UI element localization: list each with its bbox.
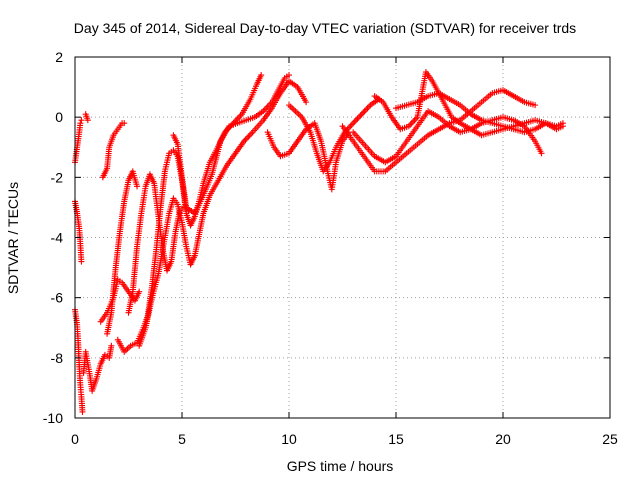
data-point [532, 102, 539, 109]
data-point [77, 120, 84, 127]
series-prn-d-early [82, 111, 91, 124]
data-layer [72, 69, 566, 415]
data-point [136, 288, 143, 295]
data-point [78, 258, 85, 265]
x-tick-label: 20 [495, 431, 511, 447]
series-prn-l-mid [170, 72, 292, 217]
series-prn-c-short [72, 117, 85, 166]
x-tick-label: 5 [178, 431, 186, 447]
series-prn-b-start [72, 198, 85, 265]
x-tick-label: 15 [388, 431, 404, 447]
x-tick-label: 0 [71, 431, 79, 447]
y-tick-label: -6 [51, 290, 64, 306]
data-point [286, 72, 292, 79]
data-point [108, 342, 115, 349]
data-point [559, 123, 566, 130]
data-point [121, 120, 128, 127]
series-prn-n-mid [286, 96, 382, 175]
data-point [258, 72, 265, 79]
x-tick-label: 25 [602, 431, 618, 447]
data-point [79, 408, 86, 415]
y-tick-label: -4 [51, 230, 64, 246]
series-prn-m-mid [264, 120, 352, 193]
tick-layer: 0 5 10 15 20 25 -10 -8 -6 -4 -2 0 2 [43, 49, 618, 447]
y-tick-label: -8 [51, 350, 64, 366]
data-point [84, 117, 91, 124]
data-point [303, 99, 310, 106]
series-prn-j-rise [136, 78, 310, 349]
y-tick-label: -2 [51, 169, 64, 185]
series-prn-k-dip [125, 171, 192, 316]
y-axis-title: SDTVAR / TECUs [5, 182, 21, 294]
data-point [78, 117, 85, 124]
series-prn-o-late [339, 87, 539, 175]
series-prn-r-late [393, 90, 566, 136]
data-point [134, 183, 141, 190]
series-prn-e-dip [80, 342, 115, 394]
chart-title: Day 345 of 2014, Sidereal Day-to-day VTE… [74, 20, 576, 36]
x-tick-label: 10 [281, 431, 297, 447]
y-tick-label: -10 [43, 410, 63, 426]
y-tick-label: 2 [55, 49, 63, 65]
x-axis-title: GPS time / hours [287, 458, 394, 474]
data-point [538, 150, 545, 157]
series-prn-f [99, 120, 128, 181]
y-tick-label: 0 [55, 109, 63, 125]
